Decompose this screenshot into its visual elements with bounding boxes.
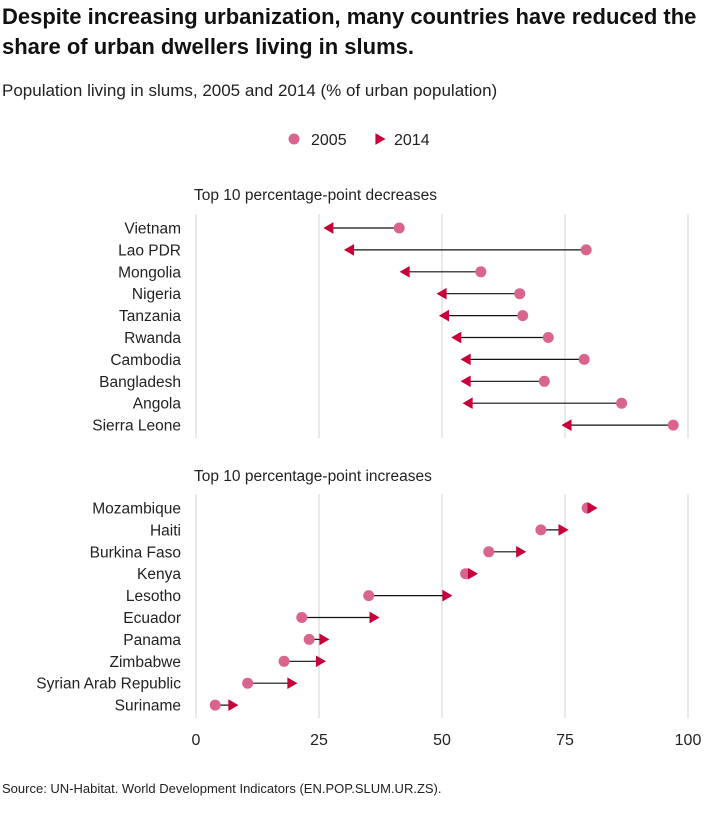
point-2014 [558,524,569,536]
point-2005 [278,655,290,667]
point-2014 [399,265,410,278]
x-tick-label: 100 [675,732,702,749]
panel-title: Top 10 percentage-point increases [194,468,432,485]
point-2005 [538,375,550,387]
country-label: Zimbabwe [110,654,182,671]
country-label: Nigeria [132,286,181,303]
point-2005 [296,612,308,623]
chart-subtitle: Population living in slums, 2005 and 201… [2,81,498,100]
point-2005 [475,266,487,278]
point-2005 [209,699,221,711]
point-2014 [561,419,572,431]
country-label: Rwanda [124,330,181,347]
point-2014 [451,331,462,344]
point-2014 [516,545,527,558]
point-2014 [460,353,471,366]
point-2014 [287,677,298,690]
point-2014 [315,655,326,668]
country-label: Panama [123,632,181,649]
point-2005 [535,524,547,536]
country-label: Haiti [150,522,181,539]
point-2014 [460,375,471,388]
legend-label-2005: 2005 [311,132,347,149]
point-2014 [467,567,479,580]
x-tick-label: 0 [192,732,201,749]
country-label: Mozambique [92,501,181,518]
country-label: Lao PDR [118,242,181,259]
legend-marker-2005 [288,133,300,145]
point-2014 [442,589,453,602]
point-2005 [242,677,254,689]
country-label: Angola [133,396,182,413]
country-label: Syrian Arab Republic [36,676,181,693]
country-label: Bangladesh [99,374,181,391]
dumbbell-chart: 2005 2014 Top 10 percentage-point decrease… [36,132,702,749]
point-2014 [369,611,380,624]
point-2014 [462,397,473,410]
country-label: Tanzania [119,308,181,325]
point-2005 [303,633,315,645]
point-2014 [587,502,598,514]
country-label: Suriname [115,698,181,715]
point-2005 [483,546,495,558]
point-2005 [517,310,529,322]
point-2005 [542,332,554,343]
point-2014 [228,699,239,711]
point-2005 [580,244,592,256]
country-label: Lesotho [126,588,181,605]
legend-label-2014: 2014 [394,132,430,149]
country-label: Sierra Leone [92,418,181,435]
country-label: Vietnam [124,221,181,238]
point-2005 [667,419,679,431]
country-label: Cambodia [110,352,181,369]
point-2014 [343,244,355,256]
panel-title: Top 10 percentage-point decreases [194,187,437,204]
point-2014 [438,309,450,322]
source-note: Source: UN-Habitat. World Development In… [2,781,442,796]
point-2014 [319,633,330,646]
country-label: Burkina Faso [90,544,181,561]
point-2005 [514,288,526,300]
point-2014 [436,287,447,300]
x-tick-label: 25 [310,732,328,749]
country-label: Mongolia [118,264,181,281]
point-2005 [578,353,590,365]
x-tick-label: 75 [556,732,574,749]
point-2005 [363,590,375,602]
legend-marker-2014 [375,133,386,145]
x-tick-label: 50 [433,732,451,749]
country-label: Ecuador [123,610,181,627]
point-2005 [616,397,628,409]
point-2014 [323,222,334,234]
point-2005 [393,222,405,234]
country-label: Kenya [137,566,181,583]
chart-title: Despite increasing urbanization, many co… [2,4,697,59]
